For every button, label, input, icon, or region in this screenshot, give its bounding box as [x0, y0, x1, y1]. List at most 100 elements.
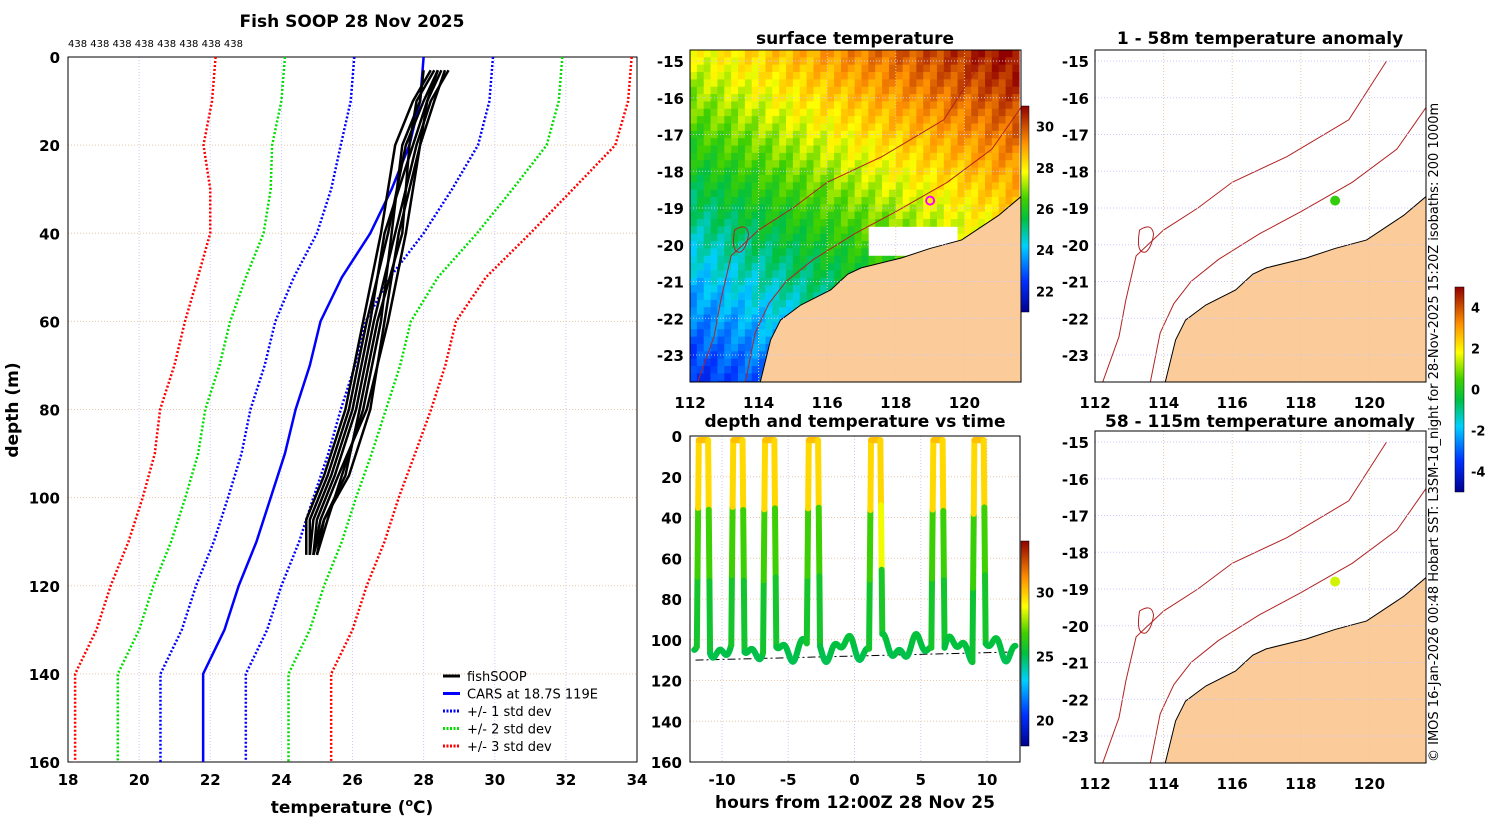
track-segment: [878, 502, 885, 573]
sst-cell: [840, 233, 849, 242]
sst-cell: [779, 50, 787, 58]
sst-cell: [724, 182, 732, 191]
sst-cell: [696, 299, 705, 308]
sst-cell: [943, 101, 952, 110]
fishsoop-profile: [305, 69, 432, 555]
sst-cell: [916, 72, 924, 80]
sst-cell: [813, 57, 821, 66]
sst-cell: [998, 145, 1006, 154]
sst-cell: [875, 167, 883, 176]
sst-cell: [717, 182, 725, 191]
sst-cell: [772, 241, 780, 249]
sst-cell: [999, 388, 1006, 396]
sst-cell: [978, 174, 986, 183]
sst-cell: [895, 130, 903, 139]
sst-cell: [806, 270, 814, 279]
sst-cell: [1005, 86, 1013, 95]
sst-cell: [902, 196, 910, 205]
sst-cell: [799, 72, 807, 80]
sst-cell: [724, 373, 732, 382]
fishsoop-profile: [312, 69, 447, 556]
sst-cell: [786, 226, 794, 235]
sst-cell: [978, 79, 986, 88]
sst-cell: [744, 329, 753, 338]
sst-cell: [916, 160, 924, 169]
sst-cell: [758, 343, 766, 352]
sst-cell: [909, 50, 917, 58]
sst-cell: [991, 94, 1000, 102]
sst-cell: [813, 123, 821, 132]
sst-cell: [847, 182, 855, 191]
sst-cell: [827, 138, 835, 146]
sst-cell: [916, 50, 924, 58]
sst-cell: [792, 50, 801, 58]
sst-cell: [936, 196, 945, 205]
sst-cell: [902, 116, 910, 124]
x-tick-label: 32: [555, 771, 576, 789]
x-tick-label: 116: [1217, 775, 1248, 793]
sst-cell: [703, 160, 711, 169]
sst-cell: [916, 108, 924, 117]
y-tick-label: 140: [651, 713, 682, 731]
sst-cell: [717, 329, 725, 338]
sst-cell: [710, 86, 718, 95]
track-segment: [969, 585, 977, 666]
anomaly-top-title: 1 - 58m temperature anomaly: [1117, 29, 1403, 49]
sst-cell: [909, 79, 917, 88]
sst-cell: [806, 64, 814, 73]
sst-cell: [840, 189, 849, 198]
sst-cell: [943, 174, 952, 183]
sst-cell: [703, 64, 711, 73]
sst-cell: [751, 116, 759, 124]
sst-cell: [861, 211, 869, 220]
sst-cell: [758, 50, 766, 58]
sst-cell: [744, 285, 753, 293]
sst-cell: [717, 307, 725, 316]
sst-cell: [888, 116, 897, 124]
sst-cell: [875, 101, 883, 110]
sst-cell: [696, 343, 705, 352]
sst-cell: [696, 329, 705, 338]
sst-cell: [916, 189, 924, 198]
sst-cell: [875, 182, 883, 191]
colorbar-tick-label: 22: [1036, 285, 1054, 300]
track-segment: [706, 577, 714, 657]
sst-cell: [751, 321, 759, 330]
sst-cell: [758, 233, 766, 242]
sst-cell: [690, 270, 698, 279]
sst-cell: [703, 79, 711, 88]
sst-cell: [696, 145, 705, 154]
sst-cell: [710, 358, 718, 367]
sst-cell: [717, 277, 725, 286]
sst-cell: [930, 101, 938, 110]
sst-cell: [991, 123, 1000, 132]
sst-cell: [738, 292, 746, 301]
sst-cell: [751, 152, 759, 161]
sst-cell: [827, 270, 835, 279]
sst-cell: [786, 255, 794, 264]
sst-cell: [998, 174, 1006, 183]
sst-cell: [827, 86, 835, 95]
sst-cell: [758, 189, 766, 198]
sst-cell: [916, 64, 924, 73]
sst-cell: [1012, 79, 1020, 88]
sst-cell: [895, 138, 903, 146]
sst-cell: [690, 145, 698, 154]
sst-cell: [731, 270, 739, 279]
sst-cell: [984, 189, 993, 198]
sst-cell: [834, 248, 842, 257]
sst-cell: [950, 116, 958, 124]
sst-cell: [738, 358, 746, 367]
sst-cell: [799, 270, 807, 279]
y-tick-label: 0: [672, 428, 682, 446]
sst-cell: [717, 174, 725, 183]
sst-cell: [971, 64, 979, 73]
sst-cell: [717, 366, 725, 374]
sst-cell: [765, 64, 773, 73]
sst-cell: [854, 50, 862, 58]
sst-cell: [703, 307, 711, 316]
sst-cell: [991, 196, 1000, 205]
colorbar-tick-label: -2: [1471, 425, 1485, 440]
sst-cell: [765, 50, 773, 58]
sst-cell: [1005, 189, 1013, 198]
